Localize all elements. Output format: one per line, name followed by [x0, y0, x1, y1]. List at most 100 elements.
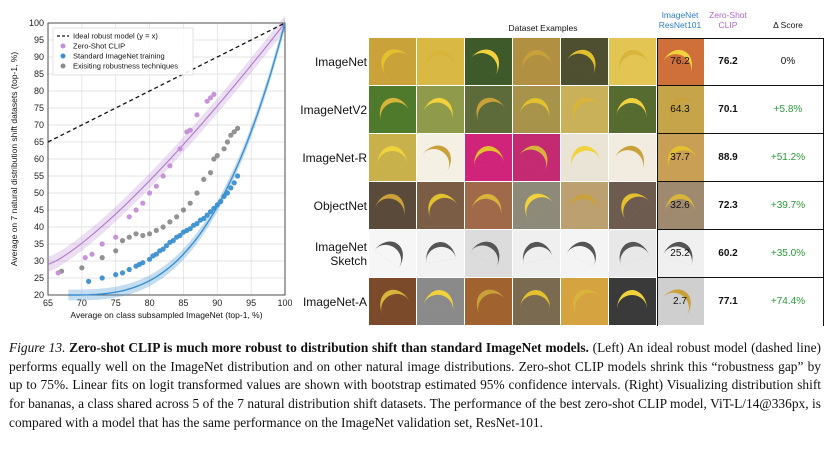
legend-label: Exisiting robustness techniques	[73, 62, 178, 71]
banana-example-image	[513, 182, 560, 229]
legend-marker	[60, 63, 66, 69]
banana-example-image	[609, 86, 656, 133]
y-tick-label: 95	[34, 35, 44, 45]
banana-example-image	[609, 230, 656, 277]
banana-shape	[568, 192, 600, 215]
banana-distribution-shift-table: Dataset Examples ImageNet ResNet101 Zero…	[293, 4, 826, 326]
y-tick-label: 85	[34, 69, 44, 79]
data-point-robustness	[167, 219, 173, 225]
banana-shape	[471, 191, 505, 216]
caption-body: (Left) An ideal robust model (dashed lin…	[9, 340, 821, 430]
figure-13: 65 70 75 80 85 90 95 100 20 25 30 35 40 45 50 55 60 65 70 7…	[9, 4, 826, 326]
dataset-name: ImageNet-R	[293, 151, 367, 165]
banana-example-image	[369, 38, 416, 85]
row-divider	[657, 181, 823, 182]
y-tick-label: 25	[34, 273, 44, 283]
data-point-standard	[99, 275, 105, 281]
data-point-robustness	[180, 207, 187, 213]
clip-score: 88.9	[718, 152, 738, 163]
table-divider-right	[823, 38, 824, 326]
data-point-robustness	[153, 227, 159, 233]
y-tick-label: 70	[34, 120, 44, 130]
data-point-standard	[146, 256, 153, 262]
table-row: ImageNet-A 2.7 77.1 +74.4%	[293, 278, 826, 325]
banana-example-image	[417, 182, 464, 229]
banana-shape	[422, 94, 458, 121]
data-point-clip	[204, 98, 210, 104]
dataset-name-line: ImageNet	[314, 54, 367, 69]
dataset-name-line: ImageNet-A	[302, 294, 367, 309]
delta-score: 0%	[780, 56, 796, 67]
banana-shape	[518, 139, 554, 172]
clip-header: Zero-Shot CLIP	[703, 10, 753, 30]
y-tick-label: 30	[34, 256, 44, 266]
table-row: ImageNet Sketch 25.2 60.2 +35.0%	[293, 230, 826, 277]
data-point-clip	[194, 112, 200, 118]
clip-header-line2: CLIP	[718, 20, 738, 30]
banana-shape	[374, 284, 410, 315]
clip-score: 70.1	[718, 104, 738, 115]
legend-marker	[60, 43, 66, 49]
example-thumbnails	[369, 38, 704, 85]
data-point-standard	[231, 180, 237, 186]
row-divider	[657, 277, 823, 278]
resnet101-header: ImageNet ResNet101	[655, 10, 705, 30]
example-thumbnails	[369, 134, 704, 181]
banana-example-image	[657, 86, 704, 133]
y-tick-label: 80	[34, 86, 44, 96]
delta-score-header: Δ Score	[773, 20, 803, 30]
delta-score: +5.8%	[773, 104, 803, 115]
banana-example-image	[513, 86, 560, 133]
row-divider	[657, 85, 823, 86]
banana-example-image	[609, 134, 656, 181]
data-point-robustness	[126, 234, 132, 240]
delta-score: +74.4%	[770, 296, 806, 307]
banana-example-image	[513, 134, 560, 181]
data-point-clip	[113, 234, 119, 240]
data-point-robustness	[187, 200, 193, 206]
x-tick-label: 90	[212, 298, 222, 308]
dataset-name-line: ObjectNet	[313, 198, 367, 213]
caption-title: Zero-shot CLIP is much more robust to di…	[69, 340, 589, 355]
data-point-standard	[194, 221, 200, 227]
x-tick-label: 80	[145, 298, 155, 308]
banana-shape	[422, 188, 458, 219]
x-tick-label: 100	[277, 298, 292, 308]
data-point-standard	[224, 190, 231, 196]
banana-example-image	[417, 38, 464, 85]
banana-example-image	[513, 38, 560, 85]
x-tick-label: 75	[111, 298, 121, 308]
banana-example-image	[417, 278, 464, 325]
data-point-robustness	[119, 238, 126, 244]
banana-example-image	[417, 230, 464, 277]
banana-shape	[616, 96, 648, 119]
data-point-clip	[153, 183, 159, 189]
banana-shape	[518, 187, 554, 220]
banana-example-image	[657, 182, 704, 229]
banana-example-image	[369, 134, 416, 181]
banana-example-image	[369, 86, 416, 133]
x-tick-label: 95	[246, 298, 256, 308]
data-point-standard	[218, 198, 224, 205]
standard-fit-line	[68, 22, 286, 296]
banana-example-image	[609, 38, 656, 85]
data-point-standard	[140, 260, 146, 266]
banana-shape	[422, 139, 458, 172]
banana-example-image	[561, 86, 608, 133]
legend-label: Standard ImageNet training	[73, 52, 165, 61]
example-thumbnails	[369, 278, 704, 325]
data-point-clip	[140, 200, 146, 206]
data-point-standard	[177, 232, 183, 239]
data-point-robustness	[221, 146, 227, 152]
banana-example-image	[609, 182, 656, 229]
data-point-standard	[221, 193, 227, 199]
banana-shape	[566, 44, 602, 75]
banana-example-image	[561, 182, 608, 229]
banana-shape	[376, 145, 408, 166]
data-point-robustness	[113, 248, 119, 254]
dataset-name-line: Sketch	[330, 253, 367, 268]
y-tick-label: 20	[34, 290, 44, 300]
y-axis-label: Average on 7 natural distribution shift …	[9, 52, 19, 267]
data-point-clip	[187, 127, 193, 133]
banana-shape	[470, 235, 506, 268]
